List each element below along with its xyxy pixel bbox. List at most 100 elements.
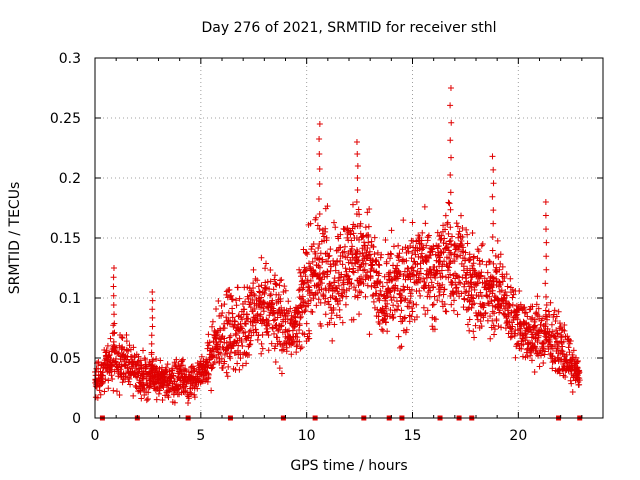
data-point	[416, 234, 423, 241]
data-point	[470, 253, 477, 260]
data-point	[155, 390, 162, 397]
data-point	[483, 261, 490, 268]
data-point	[392, 282, 399, 289]
data-point	[459, 274, 466, 281]
data-point	[569, 388, 576, 395]
data-point	[360, 280, 367, 287]
data-point	[458, 212, 465, 219]
data-point	[498, 324, 505, 331]
data-point	[224, 373, 231, 380]
data-point	[219, 364, 226, 371]
data-point	[432, 316, 439, 323]
data-point	[316, 271, 323, 277]
data-point	[351, 223, 358, 230]
data-point	[275, 327, 282, 334]
data-point	[445, 230, 452, 237]
data-point	[493, 316, 500, 323]
data-point	[505, 330, 512, 337]
data-point	[316, 136, 323, 142]
data-point	[521, 304, 528, 311]
data-point	[490, 180, 497, 187]
data-point	[409, 264, 416, 271]
data-point	[170, 372, 177, 379]
data-point	[265, 332, 272, 339]
data-point	[341, 248, 348, 255]
data-point	[574, 358, 581, 365]
data-point	[241, 306, 248, 313]
data-point	[466, 288, 473, 295]
data-point	[346, 285, 353, 292]
data-point	[542, 307, 549, 314]
data-point	[543, 302, 550, 309]
data-point	[358, 289, 365, 296]
data-point	[362, 260, 369, 267]
data-point	[297, 269, 304, 276]
data-point	[450, 291, 457, 298]
data-point	[198, 353, 205, 360]
data-point	[156, 387, 163, 394]
data-point	[145, 389, 152, 396]
data-point	[205, 331, 212, 338]
data-point	[247, 304, 254, 311]
data-point	[466, 257, 473, 264]
data-point	[469, 262, 476, 269]
data-point	[470, 260, 477, 267]
data-point	[490, 322, 497, 329]
data-point	[398, 292, 405, 299]
data-point	[356, 311, 363, 318]
data-point	[185, 400, 192, 407]
data-point	[353, 253, 360, 260]
data-point	[342, 265, 349, 272]
data-point	[107, 356, 114, 363]
data-point	[447, 85, 454, 91]
data-point	[374, 249, 381, 256]
data-point	[191, 394, 198, 401]
data-point	[472, 269, 479, 276]
data-point	[535, 305, 542, 312]
data-point	[410, 267, 417, 274]
data-point	[293, 349, 300, 356]
data-point	[254, 336, 261, 343]
data-point	[274, 314, 281, 321]
data-point	[209, 353, 216, 360]
data-point	[322, 295, 329, 302]
data-point	[316, 181, 323, 187]
data-point	[94, 394, 101, 401]
data-point	[447, 189, 454, 196]
data-point	[540, 345, 547, 352]
data-point	[394, 285, 401, 292]
chart-title: Day 276 of 2021, SRMTID for receiver sth…	[202, 20, 497, 36]
data-point	[447, 259, 454, 265]
data-point	[217, 350, 224, 357]
data-point	[260, 308, 267, 315]
data-point	[307, 277, 314, 284]
data-point	[318, 276, 325, 283]
data-point	[224, 344, 231, 351]
data-point	[350, 316, 357, 323]
data-point	[440, 222, 447, 229]
data-point	[318, 286, 325, 293]
data-point	[149, 323, 156, 330]
data-point	[165, 388, 172, 395]
data-point	[111, 348, 118, 355]
data-point	[300, 284, 307, 291]
data-point	[110, 330, 117, 337]
data-point	[188, 390, 195, 397]
data-point	[209, 364, 216, 371]
data-point	[351, 284, 358, 291]
data-point	[505, 312, 512, 319]
data-point	[325, 287, 332, 294]
data-point	[225, 317, 232, 324]
data-point	[307, 220, 314, 227]
data-point	[529, 303, 536, 310]
data-point	[510, 291, 517, 298]
data-point	[482, 309, 489, 316]
data-point	[468, 304, 475, 311]
data-point	[537, 321, 544, 328]
data-point	[382, 237, 389, 244]
data-point	[276, 365, 283, 372]
data-point	[171, 399, 178, 406]
data-point	[123, 338, 130, 345]
data-point	[268, 340, 275, 347]
